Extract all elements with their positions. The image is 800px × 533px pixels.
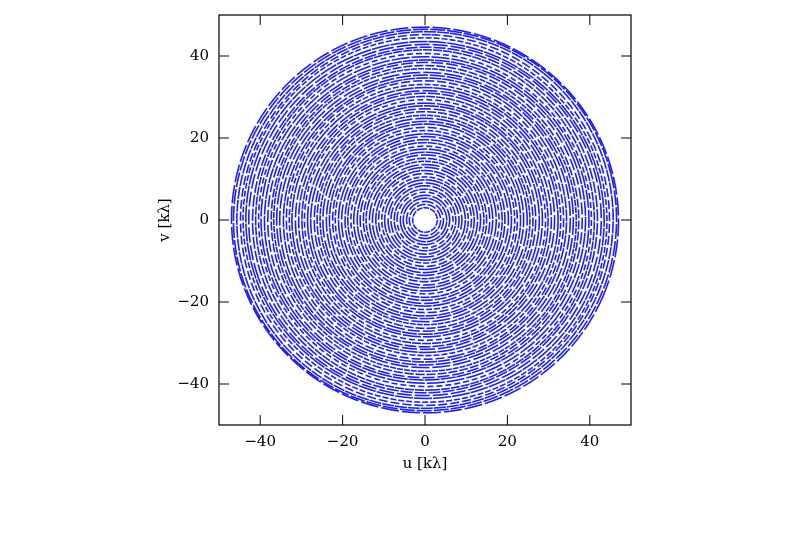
x-tick-label: 40 — [580, 432, 599, 450]
uv-track — [337, 133, 513, 307]
uv-track — [239, 33, 611, 407]
y-tick-label: 20 — [190, 128, 209, 146]
y-axis-label: v [kλ] — [155, 198, 173, 243]
uv-track — [236, 30, 614, 410]
uv-track — [260, 55, 590, 385]
uv-track — [383, 178, 467, 262]
uv-track — [334, 129, 516, 311]
uv-track — [359, 154, 491, 286]
uv-track — [328, 123, 522, 317]
x-tick-label: −20 — [327, 432, 359, 450]
uv-track — [322, 117, 528, 323]
uv-track — [344, 138, 506, 302]
uv-track — [319, 114, 531, 326]
uv-track — [390, 185, 460, 255]
x-axis-label: u [kλ] — [403, 454, 448, 472]
uv-track — [350, 145, 500, 295]
uv-track — [368, 163, 482, 277]
uv-track — [272, 67, 578, 373]
uv-track — [278, 74, 572, 366]
uv-track — [316, 110, 534, 330]
uv-track — [270, 64, 580, 376]
uv-track — [242, 36, 608, 404]
uv-track — [313, 107, 537, 333]
uv-track — [266, 61, 584, 379]
uv-track — [257, 52, 593, 388]
uv-track — [393, 188, 457, 252]
uv-track — [288, 83, 562, 357]
uv-track — [387, 182, 463, 258]
plot-frame — [218, 14, 632, 426]
uv-track — [309, 104, 541, 336]
uv-track — [247, 43, 603, 397]
uv-track — [291, 86, 559, 354]
uv-track — [297, 92, 553, 348]
uv-track — [275, 71, 575, 369]
uv-track — [340, 135, 510, 305]
y-tick-label: 0 — [199, 210, 209, 228]
uv-track — [356, 151, 494, 289]
uv-track — [399, 194, 451, 246]
uv-track — [254, 49, 596, 391]
uv-track — [411, 206, 439, 234]
y-tick-label: −40 — [177, 374, 209, 392]
uv-track — [306, 102, 544, 338]
y-tick-label: −20 — [177, 292, 209, 310]
uv-track — [402, 197, 448, 243]
uv-track — [282, 77, 568, 363]
uv-track — [230, 26, 620, 414]
uv-track — [325, 120, 525, 320]
x-tick-label: 20 — [498, 432, 517, 450]
uv-track — [377, 172, 473, 268]
uv-track — [294, 89, 556, 351]
uv-track — [263, 59, 587, 381]
uv-track — [232, 28, 618, 412]
tracks — [230, 26, 620, 414]
uv-track — [331, 126, 519, 314]
uv-track — [405, 200, 445, 240]
x-tick-label: 0 — [420, 432, 430, 450]
uv-track — [301, 95, 549, 345]
uv-track — [245, 40, 605, 400]
uv-track — [285, 79, 565, 361]
uv-track — [352, 148, 498, 292]
uv-track — [365, 160, 485, 280]
uv-track — [303, 98, 547, 342]
y-tick-label: 40 — [190, 46, 209, 64]
uv-track — [396, 191, 454, 249]
x-tick-label: −40 — [244, 432, 276, 450]
uv-track — [362, 157, 488, 283]
uv-track — [347, 141, 503, 299]
uv-track — [251, 46, 599, 394]
uv-track — [371, 166, 479, 274]
uv-track — [374, 169, 476, 271]
